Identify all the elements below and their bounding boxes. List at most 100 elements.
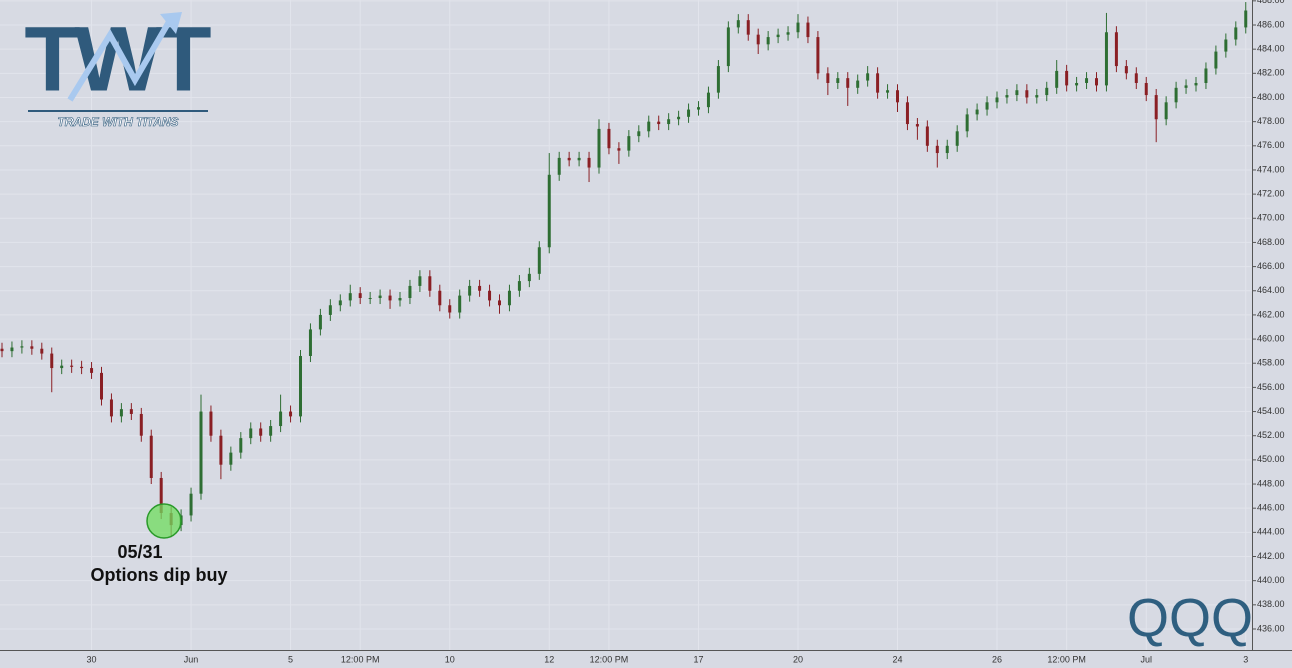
candle-body xyxy=(159,477,163,514)
candle-body xyxy=(478,285,482,291)
x-tick-label: 12 xyxy=(544,654,554,664)
y-tick-label: 452.00 xyxy=(1257,430,1285,440)
candles xyxy=(0,2,1248,538)
candle-body xyxy=(448,305,452,313)
annotation-date: 05/31 xyxy=(117,542,162,562)
candle-body xyxy=(40,348,44,354)
candle-body xyxy=(776,34,780,38)
x-tick-label: 24 xyxy=(892,654,902,664)
y-tick-label: 480.00 xyxy=(1257,92,1285,102)
candle-body xyxy=(269,426,273,436)
candle-body xyxy=(786,32,790,35)
y-tick-label: 440.00 xyxy=(1257,575,1285,585)
x-tick-label: 17 xyxy=(693,654,703,664)
grid xyxy=(0,0,1252,650)
candle-body xyxy=(726,27,730,67)
candle-body xyxy=(378,295,382,299)
candle-body xyxy=(846,78,850,88)
candle-body xyxy=(458,295,462,313)
candle-body xyxy=(338,300,342,306)
candle-body xyxy=(189,493,193,516)
candle-body xyxy=(617,148,621,151)
candle-body xyxy=(647,121,651,132)
candle-body xyxy=(428,276,432,291)
x-tick-label: Jun xyxy=(184,654,199,664)
candle-body xyxy=(279,411,283,427)
logo-mark: TWT xyxy=(24,8,211,110)
candle-body xyxy=(1124,66,1128,74)
candle-body xyxy=(80,366,84,369)
candle-body xyxy=(856,80,860,88)
candle-body xyxy=(886,90,890,93)
candle-body xyxy=(876,73,880,93)
candle-body xyxy=(1174,87,1178,103)
candle-body xyxy=(308,329,312,356)
candle-body xyxy=(90,368,94,373)
candle-body xyxy=(736,20,740,28)
candle-body xyxy=(557,157,561,175)
candle-body xyxy=(806,22,810,38)
candle-body xyxy=(1114,32,1118,67)
candle-body xyxy=(1075,82,1079,86)
y-tick-label: 486.00 xyxy=(1257,19,1285,29)
candle-body xyxy=(438,290,442,306)
y-tick-label: 488.00 xyxy=(1257,0,1285,5)
candle-body xyxy=(488,290,492,301)
candle-body xyxy=(577,157,581,161)
candle-body xyxy=(667,119,671,125)
candle-body xyxy=(836,78,840,83)
candle-body xyxy=(219,435,223,465)
candle-body xyxy=(677,116,681,120)
x-tick-label: 20 xyxy=(793,654,803,664)
candle-body xyxy=(537,247,541,274)
candle-body xyxy=(756,34,760,45)
candle-body xyxy=(816,37,820,74)
y-tick-label: 466.00 xyxy=(1257,261,1285,271)
candle-body xyxy=(0,348,4,352)
x-tick-label: 12:00 PM xyxy=(341,654,380,664)
candle-body xyxy=(567,157,571,161)
candle-body xyxy=(249,428,253,439)
candle-body xyxy=(637,131,641,137)
candle-body xyxy=(896,90,899,103)
dip-marker xyxy=(146,503,182,539)
candle-body xyxy=(100,372,103,400)
candle-body xyxy=(348,293,352,301)
candle-body xyxy=(697,107,700,110)
candle-body xyxy=(1065,70,1069,86)
candle-body xyxy=(149,435,153,478)
candle-body xyxy=(1234,27,1238,40)
candle-body xyxy=(1224,39,1228,52)
candle-body xyxy=(1244,10,1248,28)
candle-body xyxy=(1184,85,1188,88)
candle-body xyxy=(398,298,402,301)
candle-body xyxy=(547,174,551,248)
candle-body xyxy=(945,145,949,154)
candle-body xyxy=(955,131,959,146)
candle-body xyxy=(418,276,422,286)
candle-body xyxy=(657,121,661,125)
y-tick-label: 482.00 xyxy=(1257,68,1285,78)
y-tick-label: 468.00 xyxy=(1257,237,1285,247)
candle-body xyxy=(109,399,113,417)
candle-body xyxy=(388,295,392,301)
y-tick-label: 450.00 xyxy=(1257,454,1285,464)
candle-body xyxy=(706,92,710,108)
candle-body xyxy=(985,102,989,110)
y-tick-label: 474.00 xyxy=(1257,164,1285,174)
candle-body xyxy=(935,145,939,154)
candle-body xyxy=(239,438,243,453)
candle-body xyxy=(1194,82,1198,86)
y-tick-label: 478.00 xyxy=(1257,116,1285,126)
logo-arrow xyxy=(67,18,173,102)
candle-body xyxy=(119,409,123,417)
y-tick-label: 444.00 xyxy=(1257,527,1285,537)
candle-body xyxy=(60,365,64,369)
ticker-watermark: QQQ xyxy=(1127,588,1253,648)
y-tick-label: 456.00 xyxy=(1257,382,1285,392)
candle-body xyxy=(587,157,591,168)
candle-body xyxy=(70,365,74,367)
candle-body xyxy=(1025,90,1029,98)
candle-body xyxy=(866,73,870,81)
